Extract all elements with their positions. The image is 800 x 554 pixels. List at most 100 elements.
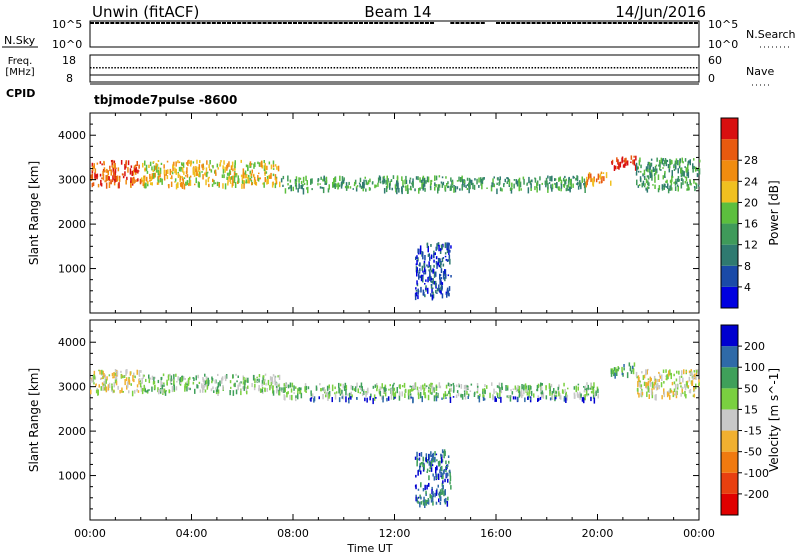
- nsky-mark: [689, 22, 693, 24]
- echo-pixel: [211, 388, 213, 391]
- nsky-mark: [202, 22, 206, 24]
- echo-pixel: [615, 367, 617, 373]
- echo-pixel: [630, 368, 632, 371]
- echo-pixel: [618, 367, 620, 369]
- echo-pixel: [507, 395, 509, 397]
- echo-pixel: [380, 391, 382, 396]
- nsky-mark: [334, 22, 338, 24]
- echo-pixel: [145, 379, 147, 382]
- echo-pixel: [431, 278, 433, 280]
- nsky-mark: [430, 22, 434, 24]
- echo-pixel: [681, 178, 683, 180]
- echo-pixel: [365, 393, 367, 397]
- freq-mark: [291, 67, 293, 69]
- echo-pixel: [320, 177, 322, 180]
- echo-pixel: [430, 451, 432, 457]
- echo-pixel: [430, 494, 432, 498]
- echo-pixel: [372, 398, 374, 404]
- x-tick-label: 00:00: [74, 527, 106, 540]
- y-tick-label: 4000: [58, 336, 86, 349]
- nsky-mark: [329, 22, 333, 24]
- freq-mark: [455, 67, 457, 69]
- echo-pixel: [186, 386, 188, 392]
- station-title: Unwin (fitACF): [92, 3, 199, 21]
- echo-pixel: [397, 183, 399, 189]
- echo-pixel: [374, 185, 376, 189]
- echo-pixel: [574, 395, 576, 399]
- echo-pixel: [340, 384, 342, 387]
- echo-pixel: [243, 377, 245, 381]
- echo-pixel: [416, 461, 418, 467]
- freq-mark: [331, 67, 333, 69]
- echo-pixel: [175, 374, 177, 377]
- echo-pixel: [660, 376, 662, 379]
- echo-pixel: [226, 177, 228, 180]
- echo-pixel: [554, 183, 556, 185]
- x-tick-label: 04:00: [176, 527, 208, 540]
- echo-pixel: [516, 179, 518, 184]
- echo-pixel: [391, 394, 393, 400]
- echo-pixel: [342, 396, 344, 398]
- echo-pixel: [432, 464, 434, 466]
- echo-pixel: [202, 377, 204, 380]
- echo-pixel: [596, 179, 598, 183]
- echo-pixel: [416, 260, 418, 265]
- freq-mark: [221, 67, 223, 69]
- freq-mark: [294, 67, 296, 69]
- echo-pixel: [161, 163, 163, 165]
- echo-pixel: [152, 182, 154, 185]
- nsky-mark: [567, 22, 571, 24]
- echo-pixel: [539, 176, 541, 180]
- echo-pixel: [639, 158, 641, 163]
- freq-mark: [465, 67, 467, 69]
- echo-pixel: [662, 167, 664, 169]
- echo-pixel: [655, 166, 657, 171]
- echo-pixel: [636, 180, 638, 186]
- echo-pixel: [198, 173, 200, 177]
- echo-pixel: [422, 257, 424, 260]
- echo-pixel: [292, 383, 294, 388]
- freq-mark: [501, 67, 503, 69]
- echo-pixel: [171, 171, 173, 173]
- echo-pixel: [341, 182, 343, 187]
- echo-pixel: [181, 377, 183, 382]
- echo-pixel: [416, 176, 418, 180]
- echo-pixel: [150, 378, 152, 380]
- echo-pixel: [484, 390, 486, 395]
- echo-pixel: [671, 160, 673, 162]
- echo-pixel: [206, 384, 208, 386]
- echo-pixel: [112, 180, 114, 182]
- echo-pixel: [212, 165, 214, 168]
- freq-mark: [525, 67, 527, 69]
- echo-pixel: [637, 388, 639, 392]
- echo-pixel: [285, 382, 287, 385]
- nsky-mark: [598, 22, 602, 24]
- freq-mark: [495, 67, 497, 69]
- freq-mark: [425, 67, 427, 69]
- freq-mark: [239, 67, 241, 69]
- echo-pixel: [399, 395, 401, 400]
- echo-pixel: [542, 383, 544, 386]
- echo-pixel: [95, 384, 97, 386]
- echo-pixel: [436, 386, 438, 388]
- echo-pixel: [141, 378, 143, 384]
- nsky-mark: [151, 22, 155, 24]
- echo-pixel: [300, 178, 302, 180]
- echo-pixel: [444, 449, 446, 453]
- echo-pixel: [133, 177, 135, 179]
- freq-label-line1: Freq.: [8, 56, 33, 67]
- echo-pixel: [246, 391, 248, 395]
- echo-pixel: [260, 388, 262, 393]
- echo-pixel: [410, 389, 412, 393]
- nsky-mark: [120, 22, 124, 24]
- nsky-mark: [181, 22, 185, 24]
- echo-pixel: [235, 173, 237, 177]
- echo-pixel: [450, 186, 452, 191]
- echo-pixel: [303, 177, 305, 183]
- echo-pixel: [319, 183, 321, 185]
- echo-pixel: [687, 381, 689, 383]
- echo-pixel: [112, 175, 114, 180]
- freq-mark: [519, 67, 521, 69]
- echo-pixel: [681, 175, 683, 178]
- echo-pixel: [339, 176, 341, 181]
